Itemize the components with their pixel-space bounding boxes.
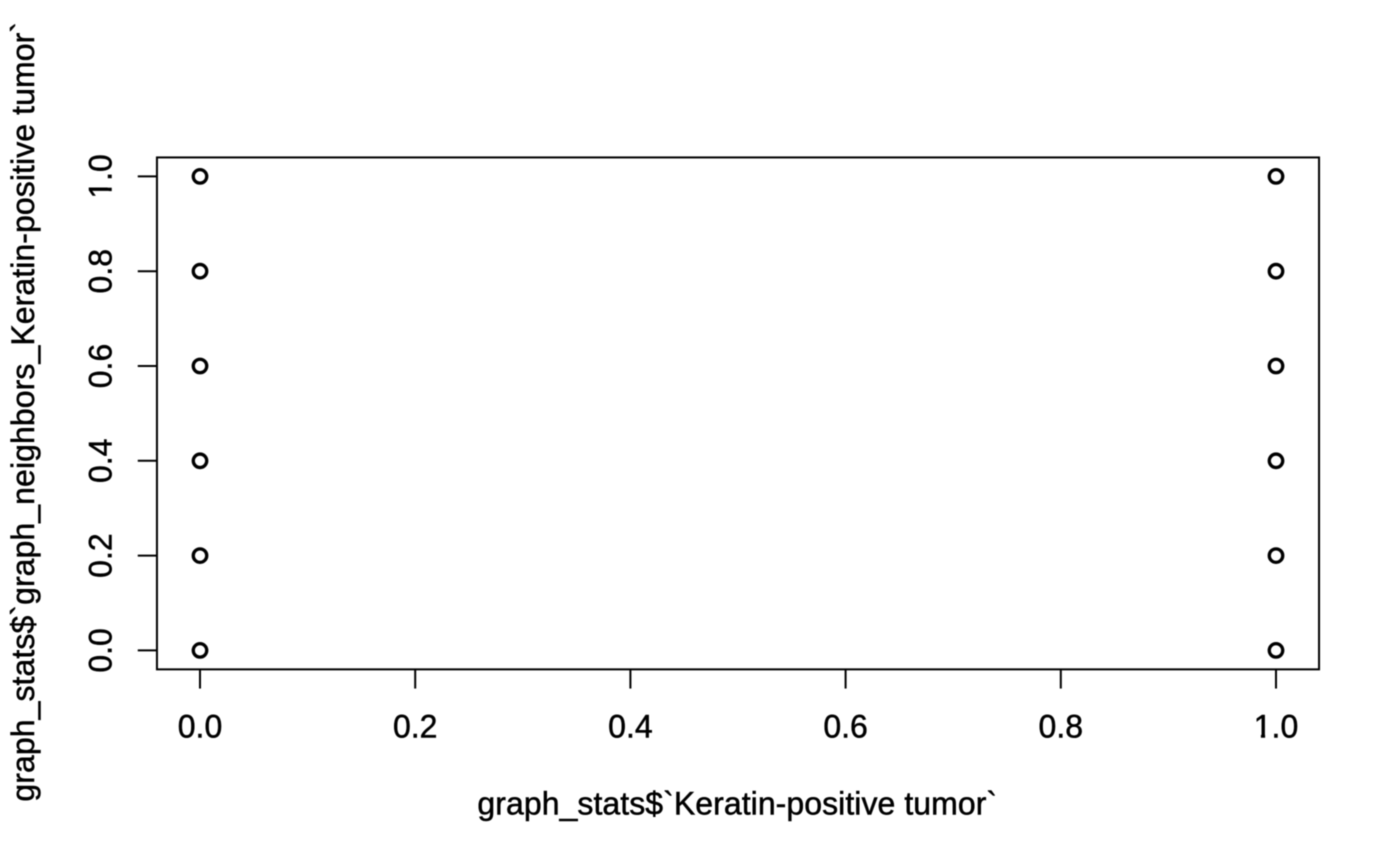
- svg-text:0.2: 0.2: [82, 533, 118, 577]
- svg-text:graph_stats$`graph_neighbors_K: graph_stats$`graph_neighbors_Keratin-pos…: [5, 22, 41, 802]
- svg-text:0.0: 0.0: [82, 628, 118, 672]
- svg-text:0.8: 0.8: [82, 249, 118, 293]
- svg-text:0.8: 0.8: [1039, 709, 1083, 745]
- svg-text:graph_stats$`Keratin-positive: graph_stats$`Keratin-positive tumor`: [477, 785, 997, 821]
- svg-text:1.0: 1.0: [1254, 709, 1298, 745]
- svg-text:0.4: 0.4: [82, 439, 118, 483]
- svg-text:0.2: 0.2: [393, 709, 437, 745]
- svg-text:0.0: 0.0: [178, 709, 222, 745]
- svg-text:1.0: 1.0: [82, 154, 118, 198]
- svg-text:0.6: 0.6: [823, 709, 867, 745]
- svg-text:0.4: 0.4: [608, 709, 652, 745]
- svg-text:0.6: 0.6: [82, 344, 118, 388]
